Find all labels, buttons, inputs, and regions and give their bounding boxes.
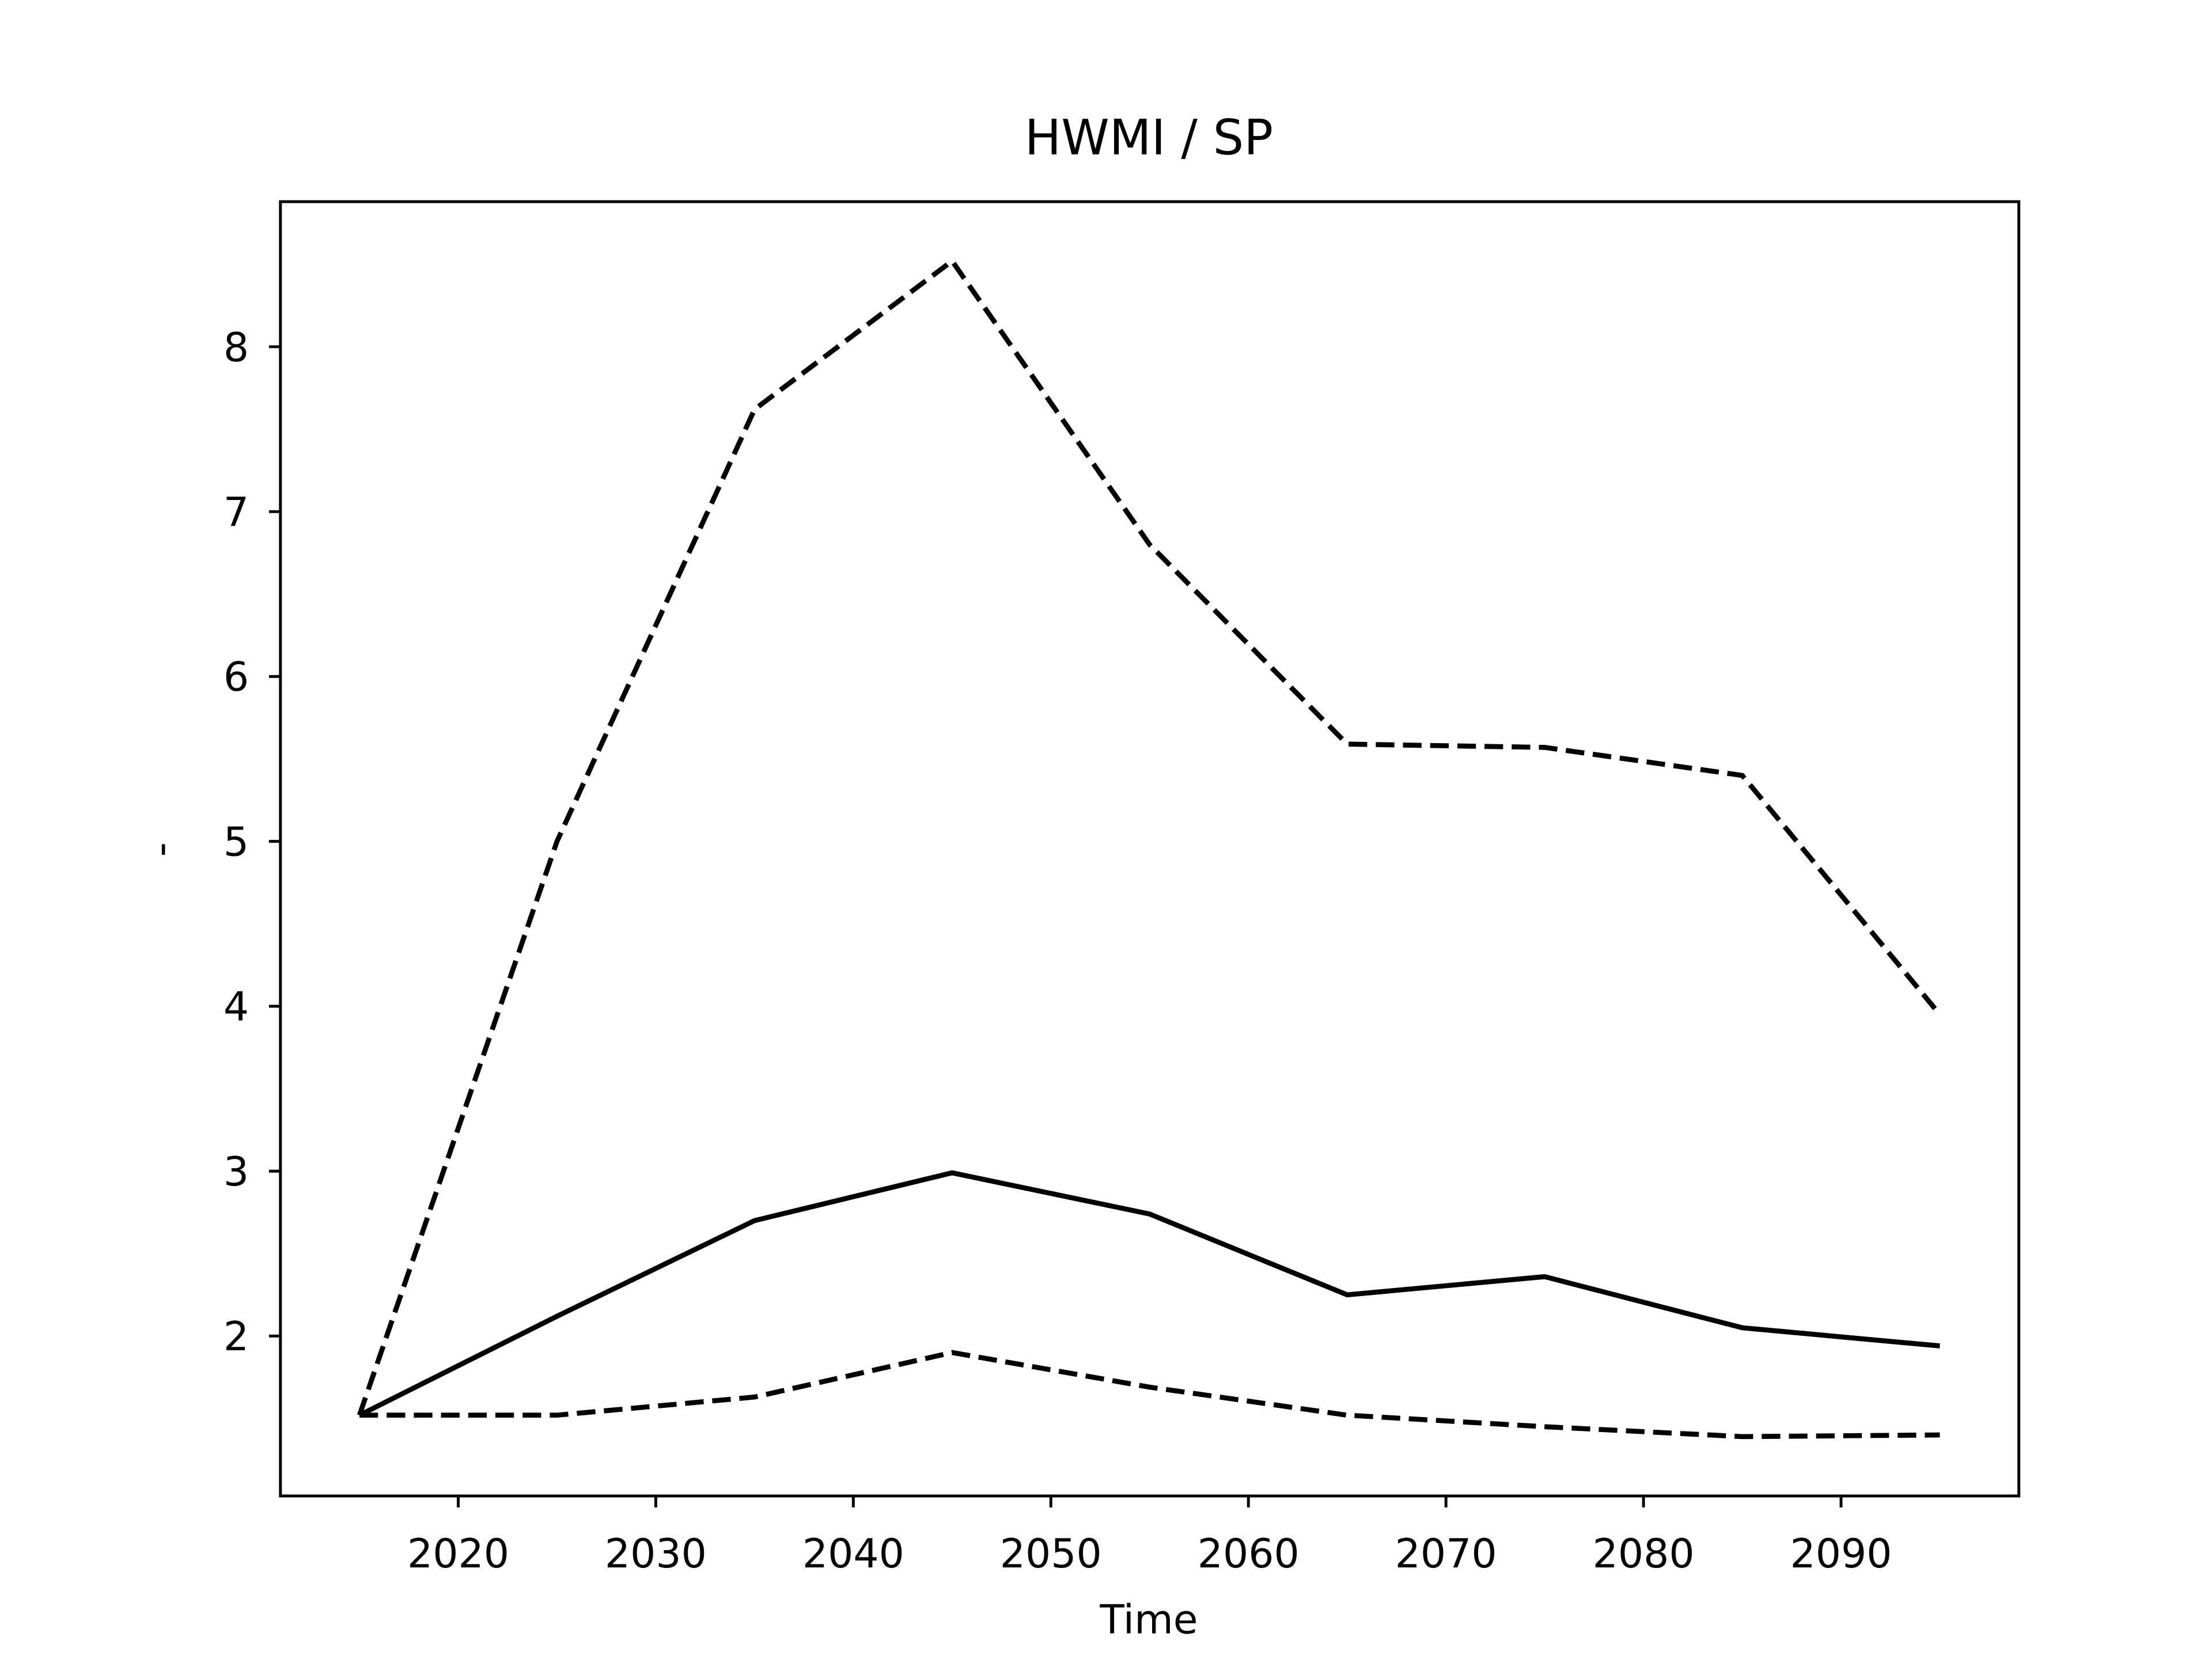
x-tick-label: 2050 [1000, 1531, 1102, 1577]
x-tick-label: 2090 [1790, 1531, 1892, 1577]
line-series [358, 1170, 1940, 1418]
x-tick-label: 2080 [1593, 1531, 1695, 1577]
x-tick-label: 2070 [1395, 1531, 1497, 1577]
x-tick-label: 2060 [1198, 1531, 1300, 1577]
x-tick-label: 2020 [407, 1531, 509, 1577]
y-tick-label: 3 [224, 1149, 249, 1195]
y-tick-label: 7 [224, 489, 249, 536]
plot-frame [279, 200, 2021, 1498]
y-tick-label: 5 [224, 819, 249, 865]
x-tick-label: 2030 [605, 1531, 707, 1577]
y-tick-label: 2 [224, 1313, 249, 1360]
chart-title: HWMI / SP [1025, 109, 1273, 166]
line-series [359, 1350, 1940, 1440]
x-axis-label: Time [1099, 1596, 1198, 1643]
line-series [357, 257, 1942, 1416]
y-axis-label: - [138, 842, 184, 857]
x-tick-label: 2040 [802, 1531, 904, 1577]
y-tick-label: 6 [224, 654, 249, 700]
y-tick-label: 4 [224, 984, 249, 1031]
y-tick-label: 8 [224, 324, 249, 371]
